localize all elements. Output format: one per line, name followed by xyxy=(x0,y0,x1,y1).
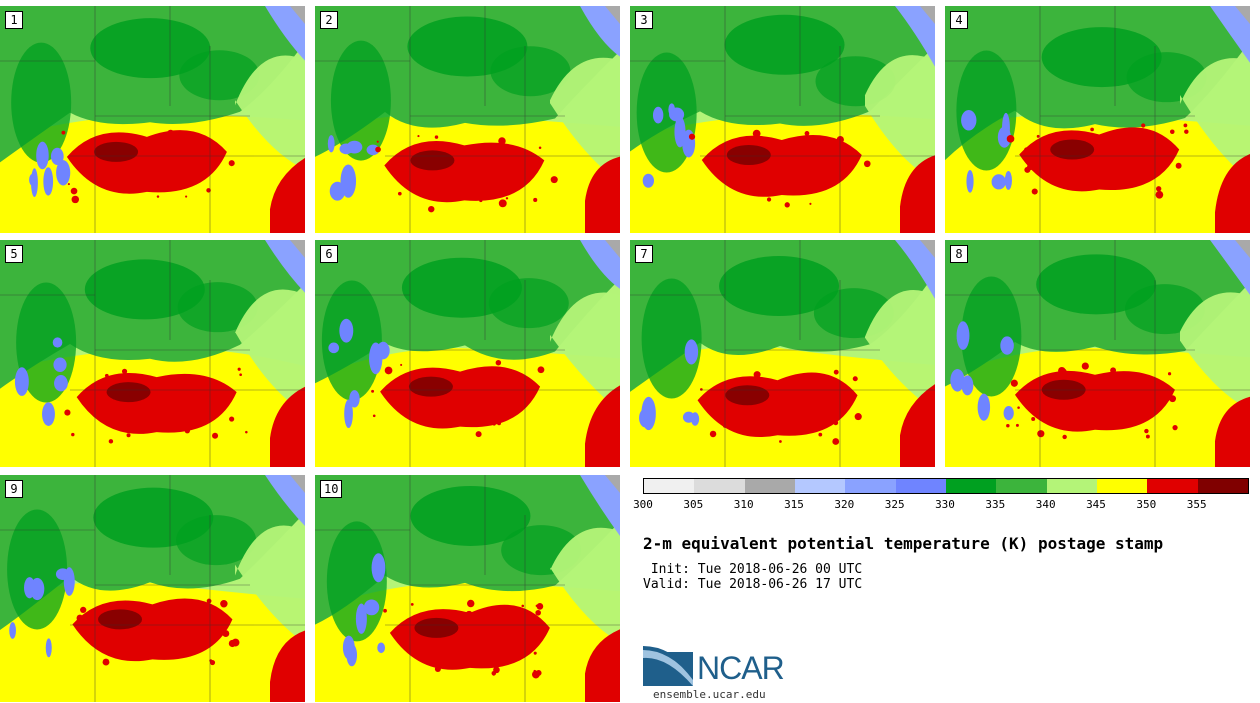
colorbar-swatch-7 xyxy=(996,479,1047,493)
member-map-9: 9 xyxy=(0,475,305,702)
colorbar-tick-310: 310 xyxy=(733,498,754,511)
map-8-field xyxy=(945,240,1250,467)
colorbar-tick-305: 305 xyxy=(683,498,704,511)
member-label-5: 5 xyxy=(5,245,23,263)
member-label-9: 9 xyxy=(5,480,23,498)
init-time: Init: Tue 2018-06-26 00 UTC xyxy=(643,562,863,577)
logo-url: ensemble.ucar.edu xyxy=(653,688,766,701)
colorbar-swatch-11 xyxy=(1197,479,1248,493)
map-5-field xyxy=(0,240,305,467)
map-7-field xyxy=(630,240,935,467)
plot-title: 2-m equivalent potential temperature (K)… xyxy=(643,534,1164,553)
colorbar-tick-335: 335 xyxy=(985,498,1006,511)
colorbar-swatch-8 xyxy=(1046,479,1097,493)
member-label-6: 6 xyxy=(320,245,338,263)
member-label-2: 2 xyxy=(320,11,338,29)
member-label-10: 10 xyxy=(320,480,343,498)
colorbar-tick-345: 345 xyxy=(1086,498,1106,511)
member-label-4: 4 xyxy=(950,11,968,29)
member-map-8: 8 xyxy=(945,240,1250,467)
colorbar-swatch-9 xyxy=(1096,479,1148,493)
member-label-8: 8 xyxy=(950,245,968,263)
colorbar-tick-350: 350 xyxy=(1136,498,1157,511)
member-map-3: 3 xyxy=(630,6,935,233)
colorbar-swatch-4 xyxy=(845,479,896,493)
member-map-5: 5 xyxy=(0,240,305,467)
map-6-field xyxy=(315,240,620,467)
colorbar-swatch-5 xyxy=(895,479,946,493)
colorbar-tick-325: 325 xyxy=(884,498,905,511)
colorbar-tick-340: 340 xyxy=(1035,498,1056,511)
colorbar-swatch-3 xyxy=(794,479,846,493)
map-10-field xyxy=(315,475,620,702)
member-map-4: 4 xyxy=(945,6,1250,233)
member-map-1: 1 xyxy=(0,6,305,233)
colorbar-swatch-2 xyxy=(744,479,795,493)
member-label-7: 7 xyxy=(635,245,653,263)
member-map-7: 7 xyxy=(630,240,935,467)
member-map-10: 10 xyxy=(315,475,620,702)
ncar-logo: NCAR xyxy=(643,646,803,690)
colorbar-tick-300: 300 xyxy=(633,498,653,511)
member-label-3: 3 xyxy=(635,11,653,29)
map-2-field xyxy=(315,6,620,233)
map-4-field xyxy=(945,6,1250,233)
member-label-1: 1 xyxy=(5,11,23,29)
member-map-6: 6 xyxy=(315,240,620,467)
colorbar-swatch-0 xyxy=(644,479,695,493)
colorbar xyxy=(643,478,1249,494)
valid-time: Valid: Tue 2018-06-26 17 UTC xyxy=(643,577,863,592)
colorbar-tick-330: 330 xyxy=(935,498,955,511)
map-1-field xyxy=(0,6,305,233)
colorbar-swatch-1 xyxy=(694,479,745,493)
colorbar-swatch-6 xyxy=(945,479,997,493)
colorbar-tick-320: 320 xyxy=(834,498,855,511)
logo-wordmark: NCAR xyxy=(697,650,785,686)
colorbar-swatch-10 xyxy=(1147,479,1198,493)
ncar-logo-mark-icon xyxy=(643,646,693,686)
colorbar-tick-labels: 300 305 310 315 320 325 330 335 340 345 350 355 xyxy=(633,498,1247,512)
colorbar-tick-315: 315 xyxy=(784,498,804,511)
colorbar-tick-355: 355 xyxy=(1186,498,1207,511)
member-map-2: 2 xyxy=(315,6,620,233)
map-9-field xyxy=(0,475,305,702)
map-3-field xyxy=(630,6,935,233)
